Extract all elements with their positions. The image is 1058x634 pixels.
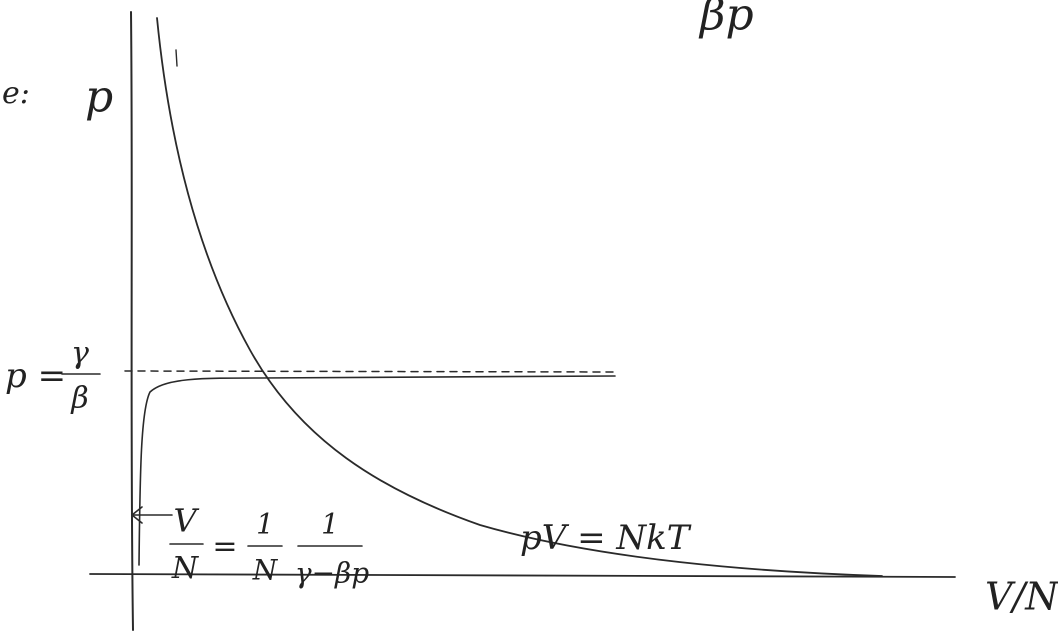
formula-lhs-denominator: N [171,551,200,586]
y-axis-label: p [85,72,113,123]
y-axis [130,11,134,631]
margin-fragment: e: [2,76,30,111]
formula-factor2-numerator: 1 [321,508,339,541]
asymptote-lhs: p = [5,356,66,396]
arrow [131,506,173,524]
x-axis-label: V/N [985,575,1058,619]
ideal-gas-curve [156,17,883,577]
asymptote-line [124,370,616,373]
formula-equals: = [212,529,237,564]
tick-stroke [175,49,178,67]
formula-factor1-numerator: 1 [256,508,274,541]
curve-label: pV = NkT [520,518,692,558]
top-fragment: βp [698,0,754,41]
saturating-curve [138,375,616,566]
formula-lhs-numerator: V [173,502,199,540]
formula-factor1-denominator: N [252,554,279,587]
formula-factor2-denominator: γ−βp [295,557,369,590]
asymptote-numerator: γ [71,336,89,371]
asymptote-denominator: β [70,381,88,416]
